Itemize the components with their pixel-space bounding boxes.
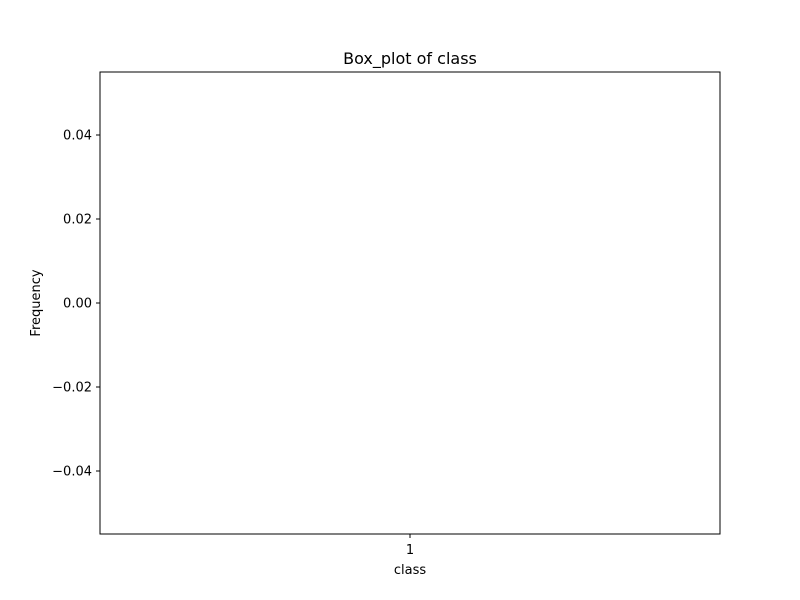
y-axis-label: Frequency (29, 269, 44, 336)
y-tick-label: 0.00 (63, 297, 92, 312)
plot-area (99, 71, 721, 535)
x-tick-label: 1 (406, 543, 414, 558)
x-axis-label: class (394, 563, 426, 578)
y-tick-label: 0.04 (63, 129, 92, 144)
y-tick-label: 0.02 (63, 213, 92, 228)
y-tick-label: −0.04 (52, 465, 92, 480)
y-tick-label: −0.02 (52, 381, 92, 396)
x-axis: 1 (406, 534, 414, 558)
chart-title: Box_plot of class (343, 49, 477, 69)
y-axis: −0.04 −0.02 0.00 0.02 0.04 (52, 129, 100, 480)
